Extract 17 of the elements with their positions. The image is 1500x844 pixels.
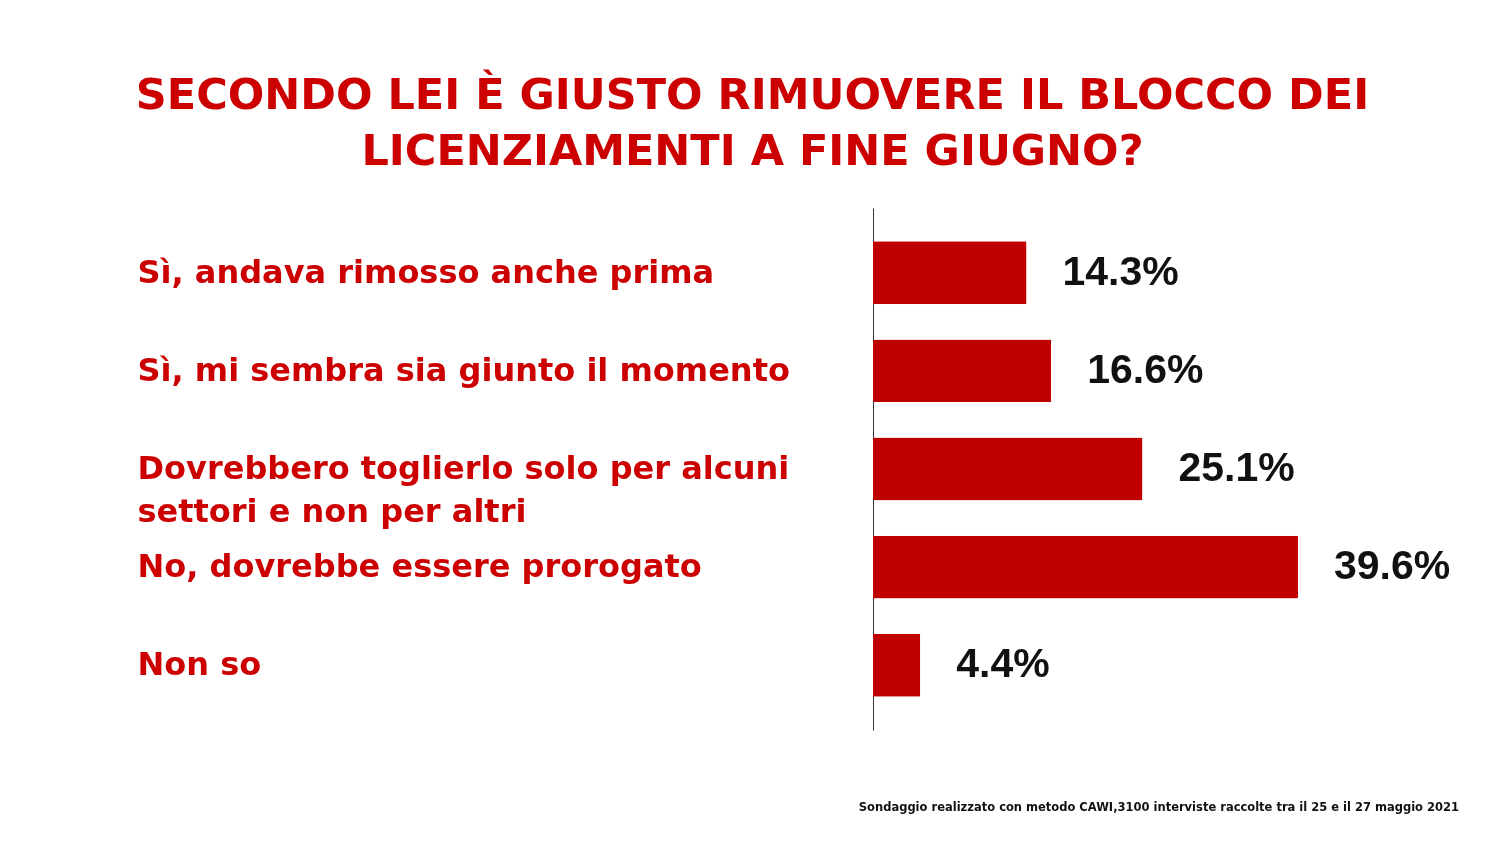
y-tick-label: No, dovrebbe essere prorogato	[137, 547, 702, 586]
bar	[873, 633, 921, 697]
y-tick-label: Dovrebbero toglierlo solo per alcuni settori e non per altri	[137, 449, 790, 530]
data-label: 16.6%	[1087, 345, 1204, 392]
chart-title: SECONDO LEI È GIUSTO RIMUOVERE IL BLOCCO DEI LICENZIAMENTI A FINE GIUGNO?	[135, 69, 1370, 175]
data-label: 14.3%	[1062, 247, 1179, 294]
bar	[873, 437, 1143, 501]
y-tick-label: Non so	[137, 645, 262, 684]
data-label: 4.4%	[956, 640, 1050, 687]
bar	[873, 241, 1027, 305]
text: Sondaggio realizzato con metodo CAWI,3100 interviste raccolte tra il 25 e il 27 maggio 2021	[858, 800, 1459, 814]
data-label: 25.1%	[1178, 444, 1295, 490]
data-label: 39.6%	[1334, 542, 1451, 589]
bar	[873, 339, 1052, 403]
y-tick-label: Sì, andava rimosso anche prima	[137, 252, 715, 291]
y-tick-label: Sì, mi sembra sia giunto il momento	[137, 350, 790, 389]
bar	[873, 535, 1298, 599]
